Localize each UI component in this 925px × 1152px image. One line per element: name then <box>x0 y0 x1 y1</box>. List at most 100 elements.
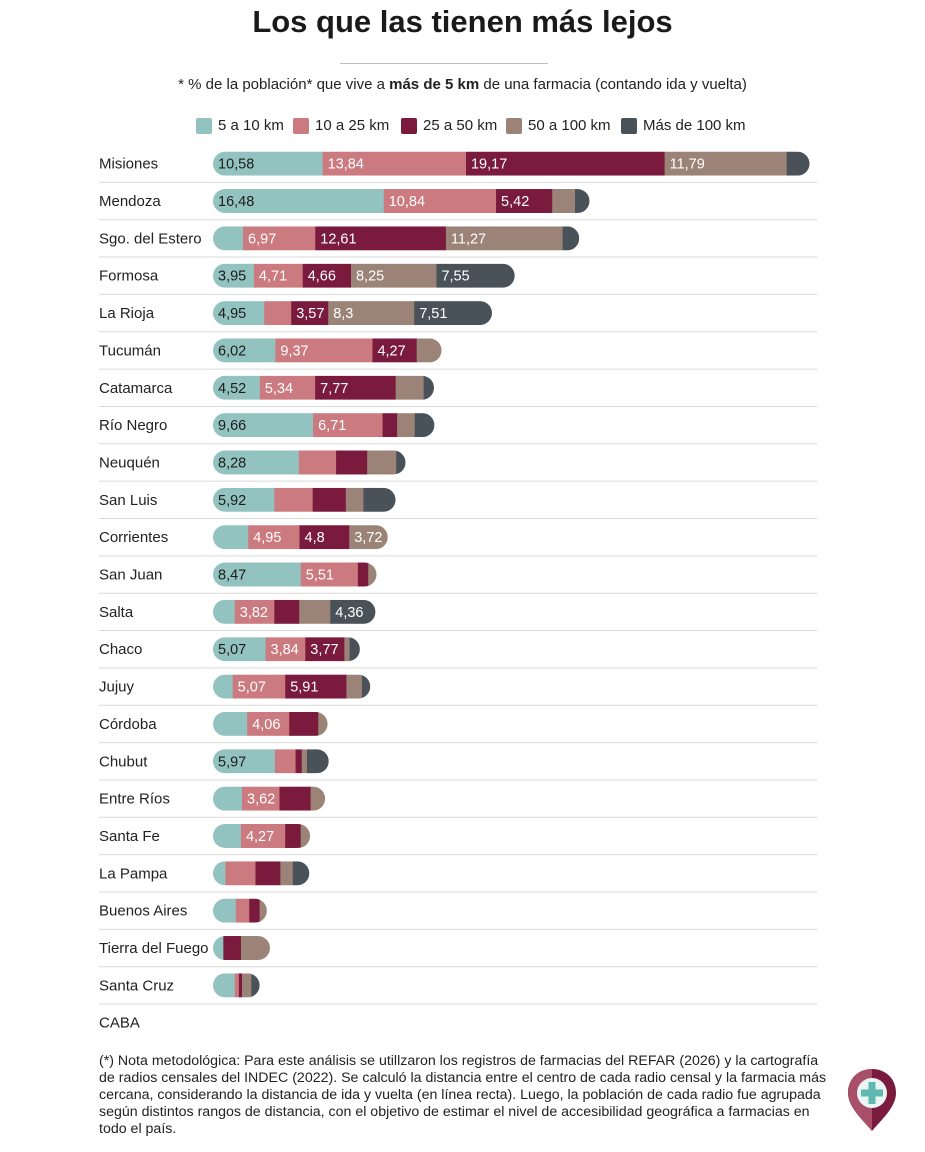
bar-segment <box>213 562 302 587</box>
data-label: 19,17 <box>471 157 507 173</box>
legend-swatch <box>293 117 309 134</box>
bar-segment <box>213 861 227 886</box>
legend-label: Más de 100 km <box>643 117 746 134</box>
bar-row: 3,95 4,71 4,66 8,25 7,55 <box>213 263 515 288</box>
bar-segment <box>240 936 270 961</box>
category-label: Sgo. del Estero <box>99 230 202 247</box>
bar-segment <box>274 599 300 624</box>
data-label: 3,72 <box>354 530 382 546</box>
bar-segment <box>213 450 300 475</box>
bar-row: 4,06 <box>213 711 328 736</box>
bar-segment <box>305 637 345 662</box>
category-label: Neuquén <box>99 454 160 471</box>
legend-item-10-25: 10 a 25 km <box>293 117 389 134</box>
category-label: Formosa <box>99 268 159 285</box>
bar-segment <box>213 711 248 736</box>
bar-segment <box>265 637 306 662</box>
bar-row: 5,07 3,84 3,77 <box>213 637 360 662</box>
bar-segment <box>396 450 406 475</box>
bar-segment <box>310 786 326 811</box>
bar-segment <box>238 973 243 998</box>
bar-segment <box>414 301 493 326</box>
bar-row <box>213 936 270 961</box>
bar-segment <box>416 338 442 363</box>
data-label: 11,79 <box>670 157 705 173</box>
bar-segment <box>223 936 242 961</box>
bar-segment <box>350 263 438 288</box>
bar-segment <box>213 823 242 848</box>
data-label: 3,57 <box>296 306 324 322</box>
data-label: 4,95 <box>253 530 281 546</box>
legend-swatch <box>506 117 522 134</box>
subtitle-bold: más de 5 km <box>389 76 480 93</box>
bar-segment <box>328 301 415 326</box>
data-label: 5,51 <box>306 568 334 584</box>
category-label: Jujuy <box>99 679 135 696</box>
subtitle-prefix: * % de la población* que vive a <box>178 76 390 93</box>
bar-segment <box>213 898 237 923</box>
chart-subtitle: * % de la población* que vive a más de 5… <box>0 76 925 93</box>
bar-row: 3,62 <box>213 786 326 811</box>
bar-segment <box>313 413 384 438</box>
data-label: 3,77 <box>310 642 338 658</box>
bar-segment <box>312 487 347 512</box>
bar-segment <box>285 674 348 699</box>
bar-segment <box>302 263 352 288</box>
bar-segment <box>279 786 312 811</box>
data-label: 16,48 <box>218 194 254 210</box>
category-label: CABA <box>99 1015 140 1032</box>
legend-swatch <box>621 117 637 134</box>
data-label: 5,07 <box>218 642 246 658</box>
bar-segment <box>213 637 267 662</box>
bar-segment <box>349 637 360 662</box>
bar-segment <box>255 861 281 886</box>
data-label: 13,84 <box>328 157 364 173</box>
bar-segment <box>330 599 376 624</box>
bar-segment <box>225 861 257 886</box>
bar-segment <box>445 226 564 251</box>
bar-segment <box>213 413 314 438</box>
bar-row: 8,47 5,51 <box>213 562 377 587</box>
bar-segment <box>213 525 249 550</box>
bar-segment <box>299 599 331 624</box>
bar-segment <box>234 973 240 998</box>
category-label: Río Negro <box>99 417 167 434</box>
data-label: 7,55 <box>441 269 469 285</box>
data-label: 4,95 <box>218 306 246 322</box>
legend-label: 5 a 10 km <box>218 117 284 134</box>
category-label: Tucumán <box>99 342 161 359</box>
bar-row: 6,97 12,61 11,27 <box>213 226 580 251</box>
bar-segment <box>213 375 261 400</box>
bar-row: 4,95 4,8 3,72 <box>213 525 388 550</box>
data-label: 4,71 <box>259 269 287 285</box>
pharmacy-location-pin-icon <box>848 1069 896 1131</box>
legend-item-mas-100: Más de 100 km <box>621 117 746 134</box>
data-label: 11,27 <box>451 231 486 247</box>
data-label: 7,51 <box>419 306 447 322</box>
data-label: 8,47 <box>218 568 246 584</box>
data-label: 4,27 <box>246 829 274 845</box>
bar-segment <box>274 487 314 512</box>
bar-segment <box>213 973 236 998</box>
bar-segment <box>275 338 374 363</box>
bar-segment <box>259 898 267 923</box>
data-label: 12,61 <box>320 231 356 247</box>
bar-segment <box>251 973 260 998</box>
bar-segment <box>382 413 398 438</box>
bar-segment <box>213 487 275 512</box>
bar-segment <box>242 786 281 811</box>
data-label: 5,42 <box>501 194 529 210</box>
data-label: 9,37 <box>280 343 308 359</box>
category-label: San Juan <box>99 567 162 584</box>
bar-segment <box>242 973 252 998</box>
data-label: 5,91 <box>290 680 318 696</box>
category-label: Salta <box>99 604 134 621</box>
bar-row: 5,97 <box>213 749 329 774</box>
bar-segment <box>322 151 467 176</box>
legend-label: 50 a 100 km <box>528 117 611 134</box>
bar-segment <box>249 898 261 923</box>
bar-segment <box>248 525 301 550</box>
data-label: 4,66 <box>308 269 336 285</box>
bar-segment <box>280 861 294 886</box>
data-label: 4,27 <box>377 343 405 359</box>
